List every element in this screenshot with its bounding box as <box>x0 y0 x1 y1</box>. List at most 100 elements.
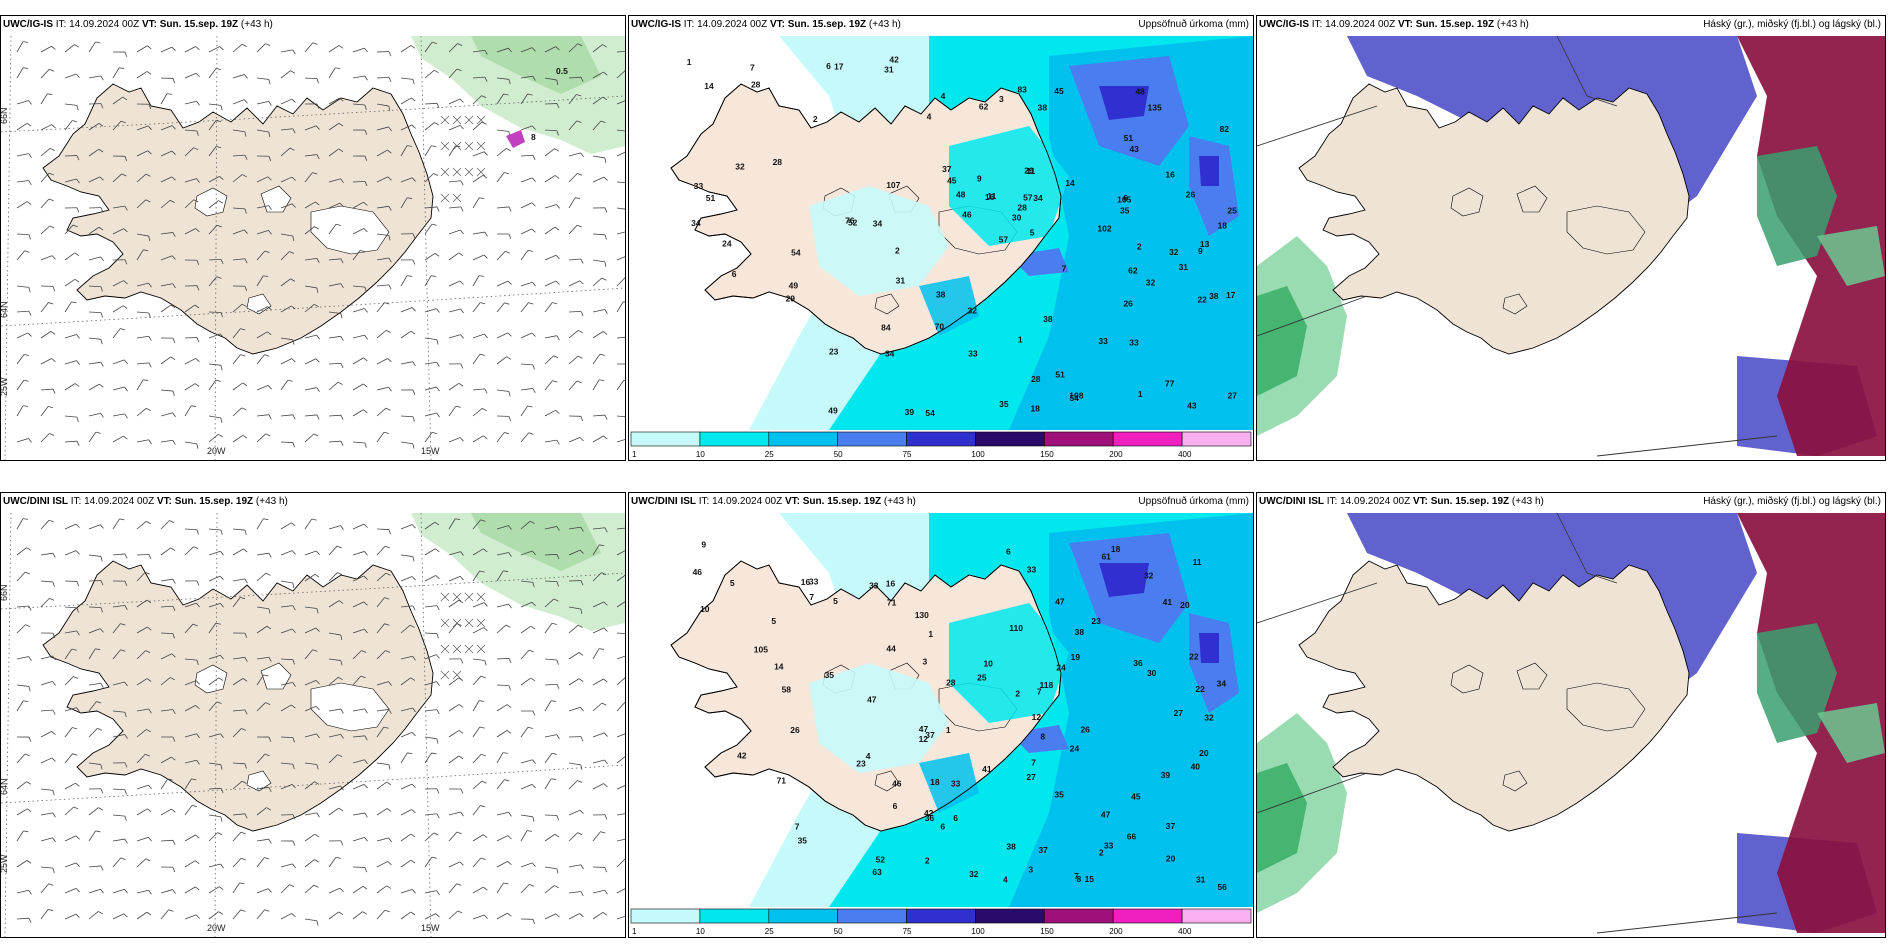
wind-barb-flag <box>145 199 151 203</box>
gust-hatch <box>452 167 462 177</box>
precip-map[interactable]: 6 2 18 5 7 9 5 2 3 12 2 11 12 10 8 6 3 4 1 4 7 1 5 7 10 7 7 8 6 6 16 19… <box>629 513 1253 937</box>
wind-barb-flag <box>480 857 486 861</box>
wind-barb-flag <box>172 440 176 445</box>
wind-barb <box>544 598 555 608</box>
wind-barb <box>400 307 413 313</box>
gust-hatch <box>464 141 474 151</box>
wind-map[interactable]: 66N 64N 25W 20W 15W 0.5 8 <box>1 36 625 460</box>
wind-barb-flag <box>100 103 104 109</box>
wind-barb-flag <box>316 334 320 340</box>
colorbar-swatch <box>1181 908 1252 924</box>
glacier <box>1502 770 1528 792</box>
precip-field-75-100 <box>1099 563 1149 597</box>
colorbar-tick-label: 200 <box>1109 450 1123 459</box>
wind-barb-flag <box>316 550 320 556</box>
wind-barb <box>112 518 120 530</box>
wind-barb <box>304 649 313 660</box>
wind-barb <box>112 120 122 131</box>
precip-value-label: 51 <box>1055 370 1065 380</box>
precip-value-label: 38 <box>936 290 946 300</box>
wind-barb-flag <box>386 781 392 786</box>
wind-barb-flag <box>339 97 344 102</box>
wind-barb-flag <box>532 550 536 556</box>
wind-barb <box>304 125 317 131</box>
wind-barb <box>280 884 290 894</box>
wind-barb <box>160 93 168 105</box>
wind-barb <box>88 648 96 660</box>
wind-barb <box>160 304 172 313</box>
wind-barb <box>448 883 457 894</box>
wind-barb-flag <box>434 253 440 257</box>
wind-barb <box>184 658 197 661</box>
wind-barb-flag <box>75 835 80 840</box>
wind-barb-flag <box>527 405 533 408</box>
wind-barb-flag <box>598 648 605 650</box>
precip-value-label: 10 <box>983 658 993 668</box>
wind-barb <box>568 762 581 766</box>
wind-barb-flag <box>100 865 104 871</box>
wind-barb-flag <box>388 764 391 770</box>
precip-value-label: 8 <box>1077 874 1082 884</box>
gust-hatching <box>440 592 486 680</box>
precip-over-land <box>949 126 1069 246</box>
wind-barb-flag <box>48 302 54 305</box>
wind-barb <box>112 734 125 738</box>
wind-barb <box>208 622 217 634</box>
wind-barb-flag <box>577 224 582 228</box>
wind-barb-flag <box>167 778 173 781</box>
wind-barb <box>184 304 195 313</box>
wind-barb-flag <box>576 380 582 384</box>
wind-barb <box>88 412 101 417</box>
precip-value-label: 47 <box>867 695 877 705</box>
wind-barb <box>232 174 243 183</box>
wind-barb <box>328 97 340 105</box>
wind-barb <box>280 128 293 131</box>
wind-barb <box>280 784 293 790</box>
wind-barb <box>208 814 221 818</box>
wind-barb-flag <box>76 416 79 423</box>
wind-barb-flag <box>431 752 437 755</box>
cloud-map[interactable] <box>1257 36 1885 460</box>
wind-barb <box>232 857 242 868</box>
wind-barb <box>520 601 533 608</box>
glacier <box>310 205 390 255</box>
wind-barb-flag <box>458 704 464 708</box>
wind-barb <box>232 43 243 53</box>
wind-barb <box>616 785 625 790</box>
precip-value-label: 16 <box>985 192 995 202</box>
glacier <box>874 293 900 315</box>
wind-barb-flag <box>412 605 416 611</box>
wind-barb <box>136 626 148 634</box>
wind-barb <box>496 302 505 313</box>
wind-barb <box>520 75 533 79</box>
wind-barb-flag <box>265 572 271 576</box>
wind-map[interactable]: 66N 64N 25W 20W 15W <box>1 513 625 937</box>
wind-barb-flag <box>268 101 272 106</box>
panel-variable-title: Uppsöfnuð úrkoma (mm) <box>1138 19 1249 30</box>
wind-barb-flag <box>263 275 269 277</box>
cloud-map[interactable] <box>1257 513 1885 937</box>
wind-barb-flag <box>577 832 583 836</box>
wind-barb <box>568 706 581 712</box>
wind-barb-flag <box>51 124 56 129</box>
panel-variable-title: Háský (gr.), miðský (fj.bl.) og lágský (… <box>1703 19 1881 30</box>
wind-barb-flag <box>100 788 104 794</box>
wind-barb-flag <box>603 627 608 632</box>
latitude-64 <box>1 764 625 804</box>
wind-barb <box>568 549 581 556</box>
wind-barb-flag <box>219 333 224 338</box>
wind-barb-flag <box>268 230 272 235</box>
wind-barb <box>376 176 389 183</box>
wind-barb-flag <box>267 176 272 181</box>
precip-map[interactable]: 1 2 6 6 5 1 2 4 2 1 16 4 7 3 13 14 9 11 6 7 11 17 9 17 18 37 23 49 2… <box>629 36 1253 460</box>
wind-barb-flag <box>507 280 512 285</box>
wind-barb <box>328 148 339 157</box>
wind-barb <box>400 859 412 868</box>
wind-barb <box>280 337 293 341</box>
wind-barb <box>400 576 413 582</box>
wind-barb-flag <box>553 598 559 602</box>
wind-barb-flag <box>412 443 415 449</box>
wind-barb <box>448 180 461 183</box>
wind-barb <box>568 330 579 339</box>
wind-barb <box>544 814 558 816</box>
